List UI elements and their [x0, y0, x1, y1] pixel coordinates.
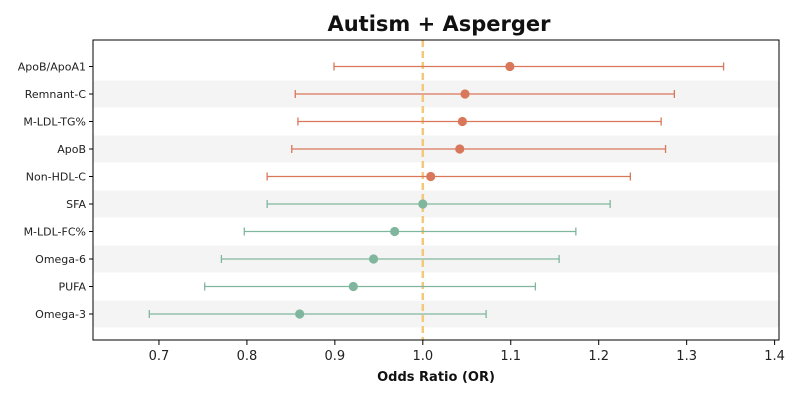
- or-point: [418, 199, 428, 209]
- forest-row: [266, 171, 632, 182]
- x-axis-ticks: 0.7 0.8 0.9 1.0 1.1 1.2 1.3 1.4: [149, 340, 785, 364]
- y-tick-label: Omega-3: [35, 308, 86, 321]
- x-tick-label: 0.9: [325, 349, 346, 364]
- forest-row: [333, 61, 725, 72]
- y-axis-labels: ApoB/ApoA1 Remnant-C M-LDL-TG% ApoB Non-HDL-…: [18, 61, 93, 321]
- forest-row: [204, 281, 537, 292]
- or-point: [460, 89, 470, 99]
- y-tick-label: Non-HDL-C: [26, 171, 87, 184]
- or-point: [348, 281, 358, 292]
- x-tick-label: 1.1: [500, 349, 521, 364]
- plot-frame: [92, 39, 780, 341]
- x-tick-label: 0.8: [237, 349, 258, 364]
- or-point: [368, 254, 379, 264]
- forest-row: [294, 89, 675, 99]
- x-tick-label: 1.3: [676, 349, 697, 364]
- y-tick-label: ApoB: [57, 143, 86, 156]
- y-tick-label: M-LDL-FC%: [24, 226, 86, 239]
- y-tick-label: M-LDL-TG%: [23, 116, 86, 129]
- or-point: [426, 171, 436, 182]
- forest-row: [148, 309, 487, 319]
- forest-row: [297, 116, 662, 127]
- data-rows: [148, 61, 725, 319]
- or-point: [457, 116, 467, 127]
- or-point: [505, 61, 515, 72]
- x-tick-label: 1.4: [764, 349, 785, 364]
- or-point: [390, 226, 400, 237]
- or-point: [295, 309, 305, 319]
- forest-row: [291, 144, 667, 154]
- x-tick-label: 1.2: [588, 349, 609, 364]
- forest-row: [243, 226, 577, 237]
- y-tick-label: SFA: [66, 198, 86, 211]
- forest-row: [220, 254, 560, 264]
- forest-row: [266, 199, 611, 209]
- y-tick-label: ApoB/ApoA1: [18, 61, 86, 74]
- x-axis-label: Odds Ratio (OR): [377, 370, 495, 385]
- y-tick-label: Remnant-C: [25, 88, 87, 101]
- x-tick-label: 0.7: [149, 349, 170, 364]
- y-tick-label: Omega-6: [35, 253, 86, 266]
- x-tick-label: 1.0: [412, 349, 433, 364]
- or-point: [455, 144, 465, 154]
- chart-title: Autism + Asperger: [327, 12, 551, 36]
- y-tick-label: PUFA: [58, 281, 86, 294]
